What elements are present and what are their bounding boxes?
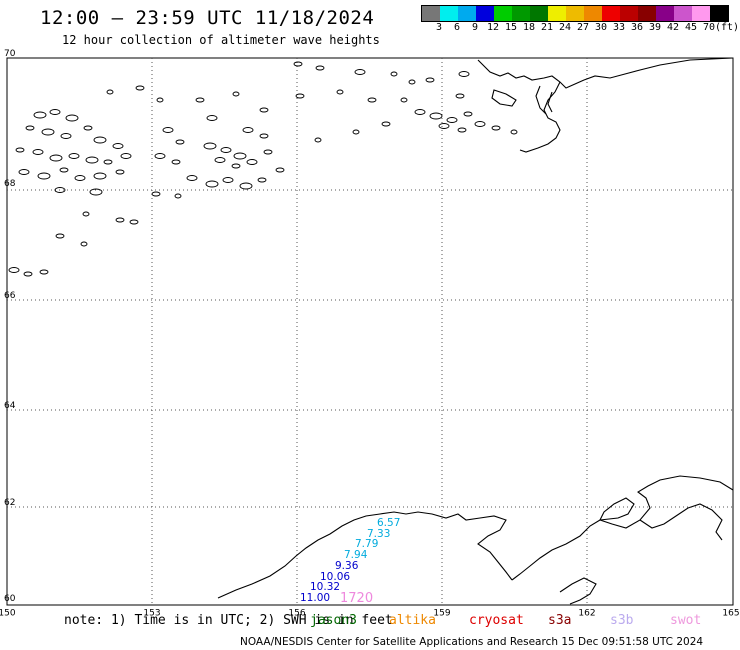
- x-tick-label: 153: [143, 609, 160, 619]
- x-tick-label: 165: [722, 609, 739, 619]
- footnote: note: 1) Time is in UTC; 2) SWH is in fe…: [64, 613, 393, 628]
- colorbar-swatch: [512, 6, 530, 21]
- colorbar-label: 33: [613, 22, 626, 33]
- coastline: [217, 57, 734, 605]
- colorbar-label: 36: [631, 22, 644, 33]
- colorbar-label: 21: [541, 22, 554, 33]
- observation-label: 10.32: [310, 581, 340, 593]
- satellite-legend-item: swot: [670, 613, 702, 628]
- observation-label: 10.06: [320, 571, 350, 583]
- colorbar-label: 24: [559, 22, 572, 33]
- credit-line: NOAA/NESDIS Center for Satellite Applica…: [240, 636, 704, 648]
- colorbar-label: 15: [505, 22, 518, 33]
- observation-label: 6.57: [377, 517, 400, 529]
- satellite-legend-item: s3a: [548, 613, 572, 628]
- x-tick-label: 150: [0, 609, 16, 619]
- y-tick-label: 62: [4, 498, 15, 508]
- colorbar-swatch: [710, 6, 728, 21]
- map-frame: [6, 57, 734, 606]
- colorbar-swatch: [530, 6, 548, 21]
- satellite-legend-item: altika: [389, 613, 436, 628]
- wave-contours: [8, 61, 518, 277]
- colorbar-swatch: [584, 6, 602, 21]
- colorbar-label: 42: [667, 22, 680, 33]
- colorbar-swatch: [566, 6, 584, 21]
- colorbar-swatch: [620, 6, 638, 21]
- wave-height-colorbar: [421, 5, 729, 22]
- colorbar-label: 6: [454, 22, 461, 33]
- observation-label: 11.00: [300, 592, 330, 604]
- colorbar-swatch: [674, 6, 692, 21]
- x-tick-label: 156: [288, 609, 305, 619]
- satellite-legend-item: s3b: [610, 613, 634, 628]
- colorbar-swatch: [494, 6, 512, 21]
- colorbar-label: 18: [523, 22, 536, 33]
- satellite-legend-item: cryosat: [469, 613, 524, 628]
- colorbar-swatch: [638, 6, 656, 21]
- observation-label: 9.36: [335, 560, 359, 572]
- colorbar-swatch: [602, 6, 620, 21]
- colorbar-swatch: [476, 6, 494, 21]
- colorbar-swatch: [458, 6, 476, 21]
- y-tick-label: 66: [4, 291, 16, 301]
- y-tick-label: 70: [4, 49, 16, 59]
- colorbar-label: 27: [577, 22, 590, 33]
- observation-track: 6.57 7.33 7.79 7.94 9.36 10.06 10.32 11.…: [300, 517, 400, 606]
- colorbar-label: 9: [472, 22, 479, 33]
- colorbar-label: 70: [703, 22, 716, 33]
- observation-label: 7.94: [344, 549, 368, 561]
- page-title: 12:00 – 23:59 UTC 11/18/2024: [40, 7, 375, 29]
- satellite-legend-item: jason3: [310, 613, 357, 628]
- colorbar-swatch: [692, 6, 710, 21]
- colorbar-label: 39: [649, 22, 662, 33]
- observation-label: 1720: [340, 591, 373, 606]
- colorbar-label: 3: [436, 22, 443, 33]
- y-tick-label: 60: [4, 594, 16, 604]
- page-subtitle: 12 hour collection of altimeter wave hei…: [62, 33, 380, 47]
- y-tick-label: 68: [4, 179, 16, 189]
- x-tick-label: 162: [578, 609, 595, 619]
- graticule: [7, 58, 733, 605]
- y-tick-label: 64: [4, 401, 16, 411]
- colorbar-swatch: [656, 6, 674, 21]
- colorbar-label: 12: [487, 22, 500, 33]
- colorbar-swatch: [440, 6, 458, 21]
- colorbar-label: 30: [595, 22, 608, 33]
- colorbar-swatch: [548, 6, 566, 21]
- colorbar-labels: 3 6 9 12 15 18 21 24 27 30 33 36 39 42 45 70 (ft): [421, 22, 740, 34]
- x-tick-label: 159: [433, 609, 450, 619]
- colorbar-swatch: [422, 6, 440, 21]
- observation-label: 7.79: [355, 538, 378, 550]
- colorbar-label: 45: [685, 22, 698, 33]
- observation-label: 7.33: [367, 528, 390, 540]
- colorbar-unit: (ft): [715, 22, 740, 33]
